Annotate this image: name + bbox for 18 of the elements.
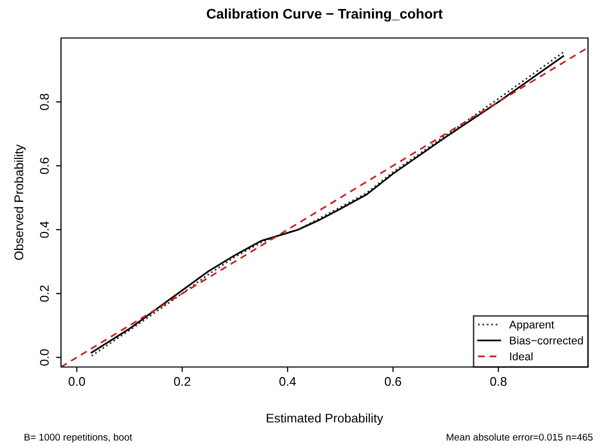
text: B= 1000 repetitions, boot: [24, 433, 132, 443]
chart-title: Calibration Curve − Training_cohort: [206, 8, 443, 22]
x-tick-label: 0.0: [68, 377, 86, 386]
x-axis-title: Estimated Probability: [266, 413, 384, 426]
y-tick-label: 0.4: [40, 221, 49, 238]
legend-label: Ideal: [510, 352, 532, 360]
x-tick-label: 0.4: [279, 377, 296, 386]
y-tick-label: 0.0: [40, 349, 49, 366]
y-tick-label: 0.2: [40, 285, 49, 302]
x-tick-label: 0.2: [174, 377, 190, 386]
y-tick-label: 0.8: [40, 94, 49, 110]
text: Mean absolute error=0.015 n=465: [446, 433, 593, 441]
legend-label: Bias−corrected: [510, 336, 583, 344]
legend-label: Apparent: [509, 320, 554, 331]
x-tick-label: 0.8: [490, 377, 507, 386]
y-tick-label: 0.6: [40, 158, 49, 174]
x-tick-label: 0.6: [384, 377, 402, 386]
y-axis-title: Observed Probability: [14, 144, 26, 260]
